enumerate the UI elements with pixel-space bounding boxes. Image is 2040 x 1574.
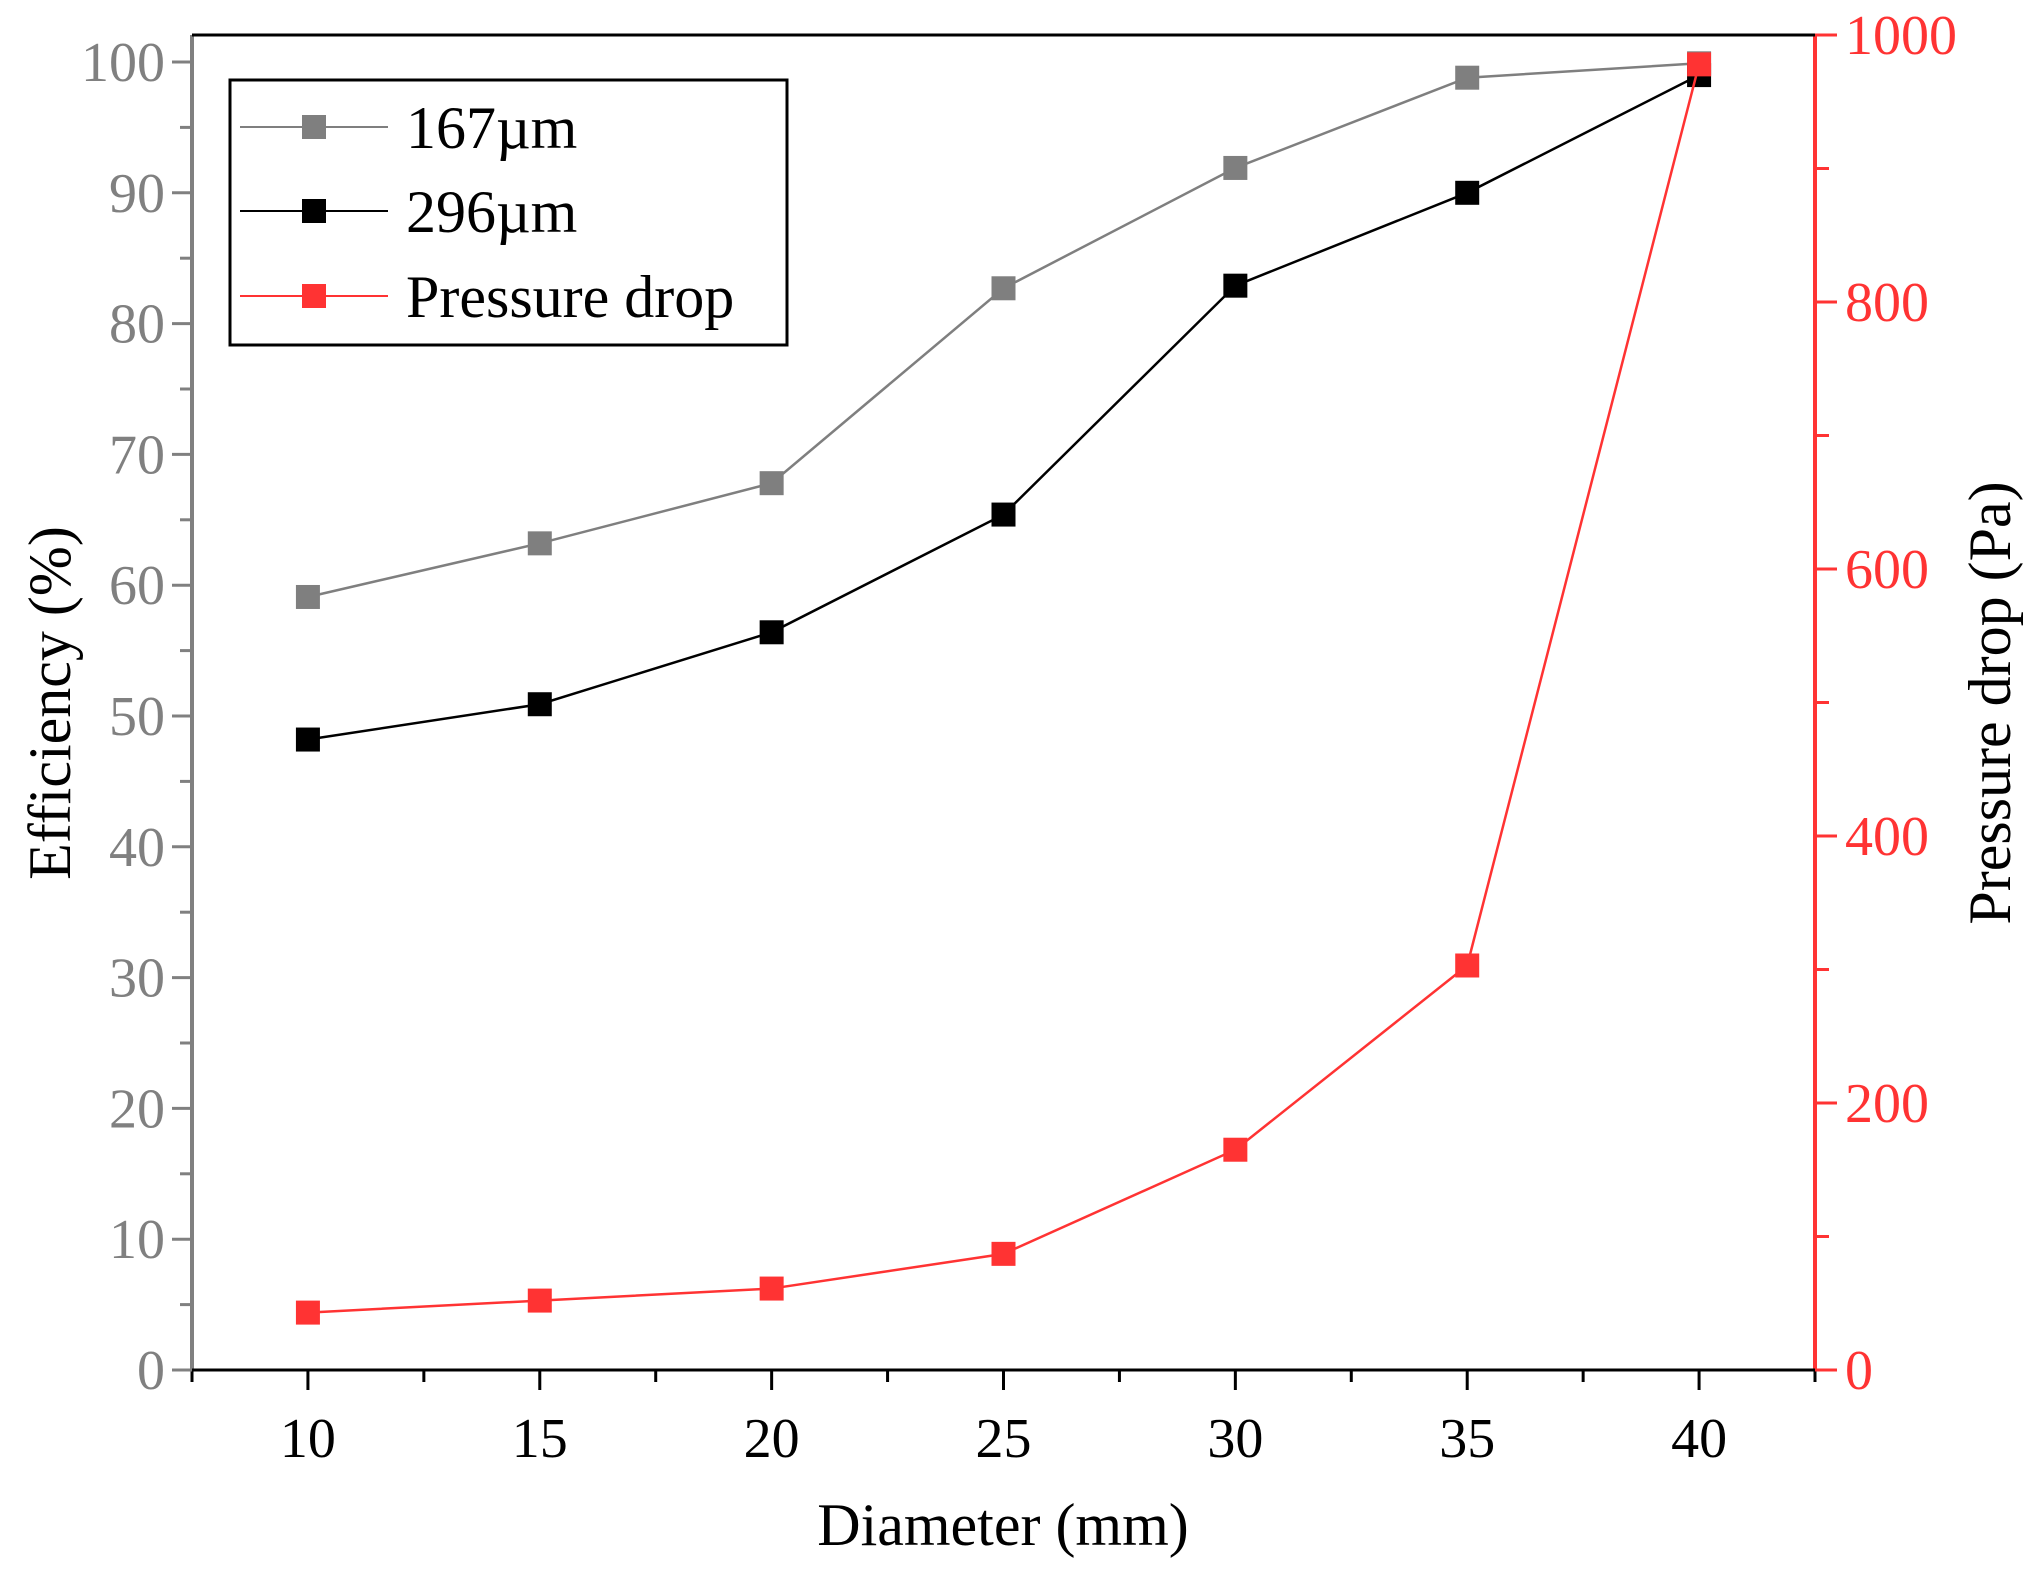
y-left-tick-label: 50 xyxy=(109,686,165,748)
x-tick-label: 10 xyxy=(280,1408,336,1470)
x-axis-label: Diameter (mm) xyxy=(817,1492,1189,1558)
y-right-tick-label: 1000 xyxy=(1845,5,1957,67)
y-right-tick-label: 400 xyxy=(1845,806,1929,868)
y-left-tick-label: 0 xyxy=(137,1340,165,1402)
legend-marker-pressure xyxy=(302,284,326,308)
x-tick-label: 40 xyxy=(1671,1408,1727,1470)
data-point-pressure-drop xyxy=(527,1288,552,1313)
y-left-axis-label: Efficiency (%) xyxy=(17,526,83,880)
data-point-167-m xyxy=(759,471,784,496)
y-left-tick-label: 60 xyxy=(109,555,165,617)
y-right-tick-label: 600 xyxy=(1845,539,1929,601)
legend: 167µm 296µm Pressure drop xyxy=(228,78,789,347)
data-point-296-m xyxy=(991,502,1016,527)
data-point-167-m xyxy=(527,531,552,556)
legend-marker-167 xyxy=(302,115,326,139)
data-point-296-m xyxy=(759,620,784,645)
y-left-tick-label: 80 xyxy=(109,294,165,356)
data-point-296-m xyxy=(527,692,552,717)
y-left-tick-label: 90 xyxy=(109,163,165,225)
data-point-pressure-drop xyxy=(295,1300,320,1325)
data-point-pressure-drop xyxy=(1687,52,1712,77)
y-right-tick-label: 800 xyxy=(1845,272,1929,334)
data-point-167-m xyxy=(991,276,1016,301)
data-point-pressure-drop xyxy=(991,1241,1016,1266)
y-left-tick-label: 40 xyxy=(109,817,165,879)
data-point-296-m xyxy=(1455,180,1480,205)
data-point-pressure-drop xyxy=(1455,953,1480,978)
data-point-167-m xyxy=(295,584,320,609)
y-left-tick-label: 20 xyxy=(109,1078,165,1140)
y-right-tick-label: 200 xyxy=(1845,1073,1929,1135)
legend-label-pressure: Pressure drop xyxy=(406,264,734,330)
legend-label-167: 167µm xyxy=(406,95,577,161)
x-tick-label: 30 xyxy=(1207,1408,1263,1470)
y-left-tick-label: 10 xyxy=(109,1209,165,1271)
legend-label-296: 296µm xyxy=(406,179,577,245)
y-right-tick-label: 0 xyxy=(1845,1340,1873,1402)
x-tick-label: 20 xyxy=(744,1408,800,1470)
y-left-tick-label: 100 xyxy=(81,32,165,94)
data-point-296-m xyxy=(1223,273,1248,298)
x-tick-label: 25 xyxy=(976,1408,1032,1470)
x-tick-label: 35 xyxy=(1439,1408,1495,1470)
data-point-pressure-drop xyxy=(759,1276,784,1301)
y-right-axis-label: Pressure drop (Pa) xyxy=(1957,481,2023,924)
data-point-167-m xyxy=(1223,155,1248,180)
x-tick-label: 15 xyxy=(512,1408,568,1470)
y-left-tick-label: 70 xyxy=(109,424,165,486)
legend-marker-296 xyxy=(302,199,326,223)
y-left-tick-label: 30 xyxy=(109,948,165,1010)
data-point-296-m xyxy=(295,727,320,752)
data-point-pressure-drop xyxy=(1223,1137,1248,1162)
data-point-167-m xyxy=(1455,65,1480,90)
